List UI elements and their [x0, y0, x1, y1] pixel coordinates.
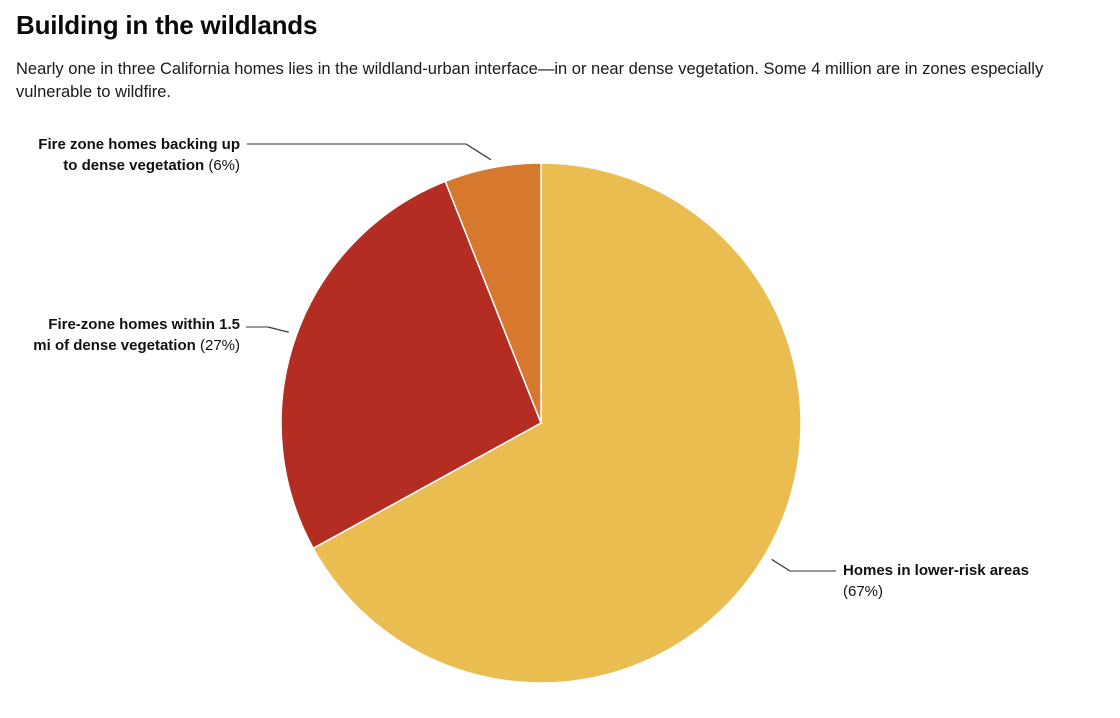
leader-line-diagonal-fire-zone-backing-up: [465, 143, 492, 161]
chart-title: Building in the wildlands: [16, 10, 318, 40]
pie-slice-lower-risk: [312, 162, 802, 684]
leader-line-diagonal-lower-risk: [771, 558, 791, 572]
chart-subtitle: Nearly one in three California homes lie…: [16, 60, 1044, 101]
leader-line-diagonal-fire-zone-within-1-5mi: [267, 326, 289, 333]
pie-slice-fire-zone-within-1-5mi: [280, 180, 542, 550]
pie-slice-fire-zone-backing-up: [444, 162, 542, 424]
